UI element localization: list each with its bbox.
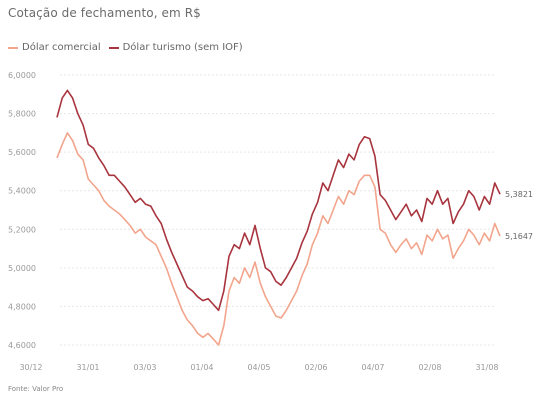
legend-item-turismo: Dólar turismo (sem IOF) [108, 42, 243, 53]
chart-legend: Dólar comercial Dólar turismo (sem IOF) [8, 42, 243, 53]
x-tick-label: 31/01 [76, 363, 99, 372]
legend-label-turismo: Dólar turismo (sem IOF) [122, 42, 243, 53]
x-tick-label: 30/12 [19, 363, 42, 372]
x-tick-label: 31/08 [475, 363, 498, 372]
series-line-turismo [56, 89, 501, 312]
y-tick-label: 5,0000 [8, 264, 36, 273]
y-tick-label: 4,8000 [8, 302, 36, 311]
y-tick-label: 5,6000 [8, 148, 36, 157]
end-label-turismo: 5,3821 [505, 190, 533, 199]
x-tick-label: 04/05 [247, 363, 270, 372]
y-tick-label: 5,4000 [8, 187, 36, 196]
source-note: Fonte: Valor Pro [8, 385, 64, 393]
x-tick-label: 04/07 [361, 363, 384, 372]
x-tick-label: 03/03 [133, 363, 156, 372]
y-tick-label: 6,0000 [8, 71, 36, 80]
legend-item-comercial: Dólar comercial [8, 42, 101, 53]
y-tick-label: 5,8000 [8, 110, 36, 119]
x-tick-label: 01/04 [190, 363, 213, 372]
legend-label-comercial: Dólar comercial [22, 42, 101, 53]
y-tick-label: 5,2000 [8, 225, 36, 234]
y-tick-label: 4,6000 [8, 341, 36, 350]
end-label-comercial: 5,1647 [505, 232, 533, 241]
legend-swatch-turismo [108, 46, 119, 49]
x-tick-label: 02/06 [304, 363, 327, 372]
chart-subtitle: Cotação de fechamento, em R$ [8, 6, 201, 20]
legend-swatch-comercial [8, 46, 18, 49]
series-line-comercial [56, 132, 501, 346]
x-tick-label: 02/08 [418, 363, 441, 372]
